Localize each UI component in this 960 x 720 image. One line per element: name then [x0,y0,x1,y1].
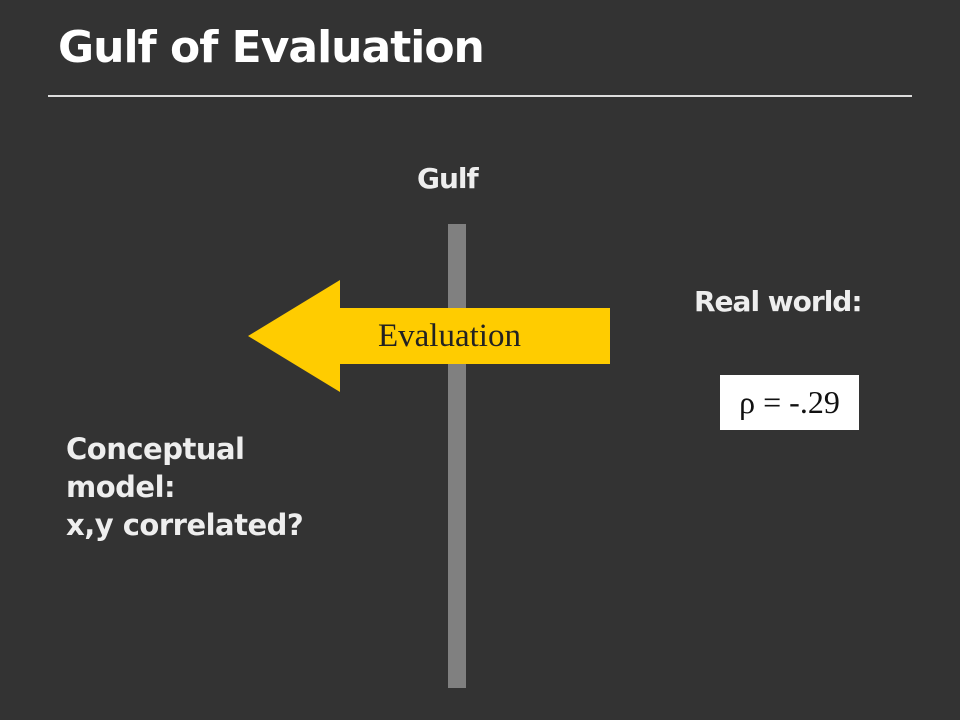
real-world-label: Real world: [694,285,863,318]
slide-title: Gulf of Evaluation [58,22,485,73]
evaluation-arrow-icon [248,280,610,392]
conceptual-line: Conceptual [66,432,245,466]
title-divider [48,95,912,97]
evaluation-label: Evaluation [378,318,521,354]
conceptual-line: model: [66,470,176,504]
conceptual-model-text: Conceptual model: x,y correlated? [66,430,304,544]
gulf-label: Gulf [417,162,479,195]
rho-value-box: ρ = -.29 [720,375,859,430]
conceptual-line: x,y correlated? [66,508,304,542]
